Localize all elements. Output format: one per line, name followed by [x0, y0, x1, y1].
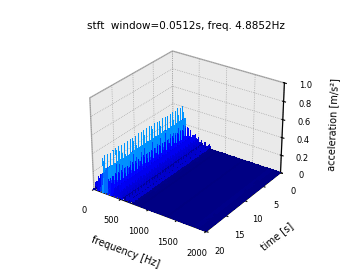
Title: stft  window=0.0512s, freq. 4.8852Hz: stft window=0.0512s, freq. 4.8852Hz	[87, 21, 285, 31]
Y-axis label: time [s]: time [s]	[258, 221, 295, 253]
X-axis label: frequency [Hz]: frequency [Hz]	[90, 234, 161, 269]
